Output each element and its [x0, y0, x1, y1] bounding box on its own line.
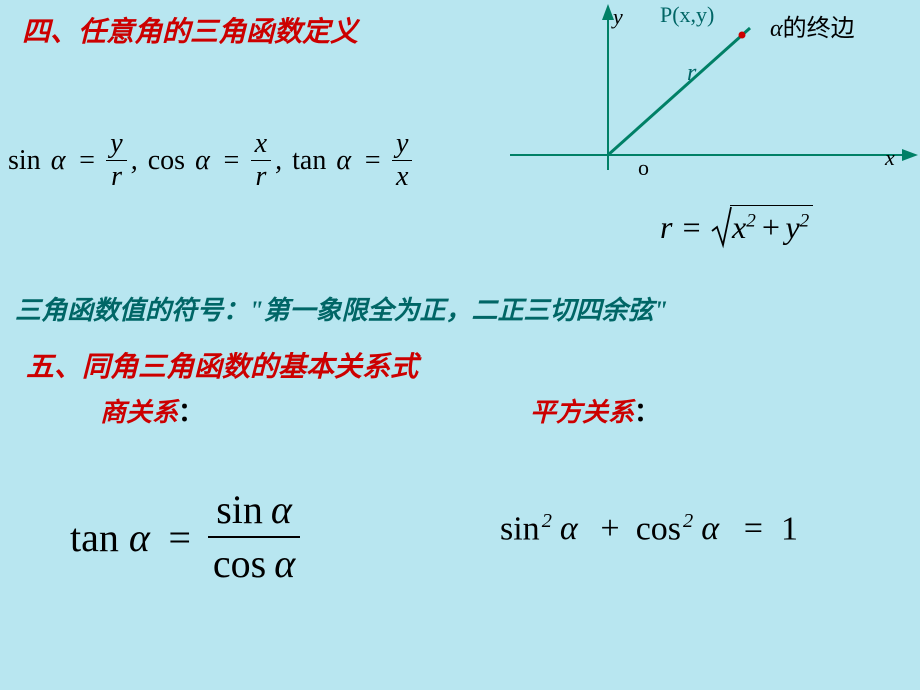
sqrt-symbol: [710, 205, 732, 249]
x-axis-label: x: [885, 145, 895, 171]
tan-identity: tanα = sinα cosα: [70, 490, 303, 584]
sin-fraction: y r: [106, 130, 126, 191]
square-relation-label: 平方关系：: [530, 392, 660, 429]
tan-fraction: y x: [392, 130, 412, 191]
section-4-heading: 四、任意角的三角函数定义: [22, 10, 358, 50]
cos-fraction: x r: [251, 130, 271, 191]
terminal-side-label: α的终边: [770, 8, 855, 43]
square-text: 平方关系: [530, 398, 634, 427]
tan-identity-fraction: sinα cosα: [205, 490, 303, 584]
point-p-dot: [739, 32, 746, 39]
section-5-heading: 五、同角三角函数的基本关系式: [26, 345, 418, 385]
y-axis-label: y: [613, 4, 623, 30]
ray-r-label: r: [687, 60, 696, 87]
quotient-relation-label: 商关系：: [100, 392, 204, 429]
x-axis-arrow: [902, 149, 918, 161]
pythagorean-identity: sin2α + cos2α = 1: [500, 510, 798, 548]
point-p-label: P(x,y): [660, 2, 714, 28]
origin-label: o: [638, 155, 649, 181]
quotient-text: 商关系: [100, 398, 178, 427]
trig-definitions: sinα = y r , cosα = x r , tanα = y x: [8, 130, 412, 191]
r-formula: r = x2+y2: [660, 205, 813, 249]
sign-rule-text: 三角函数值的符号："第一象限全为正，二正三切四余弦": [15, 290, 920, 327]
terminal-ray: [608, 28, 750, 155]
